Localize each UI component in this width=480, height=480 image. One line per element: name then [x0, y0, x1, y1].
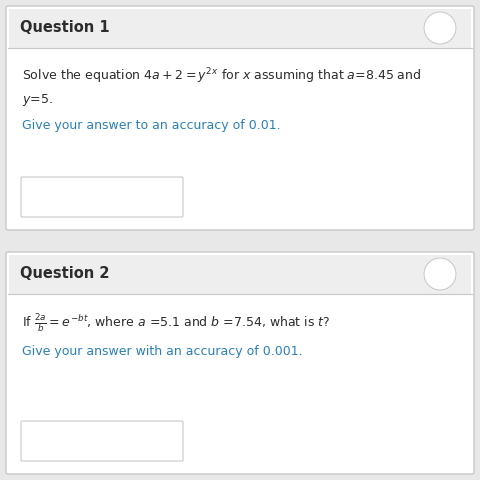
FancyBboxPatch shape — [6, 252, 474, 474]
Circle shape — [424, 12, 456, 44]
Text: Solve the equation $4a + 2 = y^{2x}$ for $x$ assuming that $a$=8.45 and: Solve the equation $4a + 2 = y^{2x}$ for… — [22, 66, 421, 86]
Circle shape — [424, 258, 456, 290]
Bar — [9, 255, 471, 294]
Text: Question 1: Question 1 — [20, 21, 109, 36]
Text: Give your answer with an accuracy of 0.001.: Give your answer with an accuracy of 0.0… — [22, 346, 302, 359]
Text: Give your answer to an accuracy of 0.01.: Give your answer to an accuracy of 0.01. — [22, 120, 281, 132]
FancyBboxPatch shape — [21, 177, 183, 217]
Text: Question 2: Question 2 — [20, 266, 109, 281]
Text: $y$=5.: $y$=5. — [22, 92, 53, 108]
Text: If $\frac{2a}{b} = e^{-bt}$, where $a$ =5.1 and $b$ =7.54, what is $t$?: If $\frac{2a}{b} = e^{-bt}$, where $a$ =… — [22, 312, 330, 336]
FancyBboxPatch shape — [6, 6, 474, 230]
Bar — [9, 9, 471, 48]
FancyBboxPatch shape — [21, 421, 183, 461]
